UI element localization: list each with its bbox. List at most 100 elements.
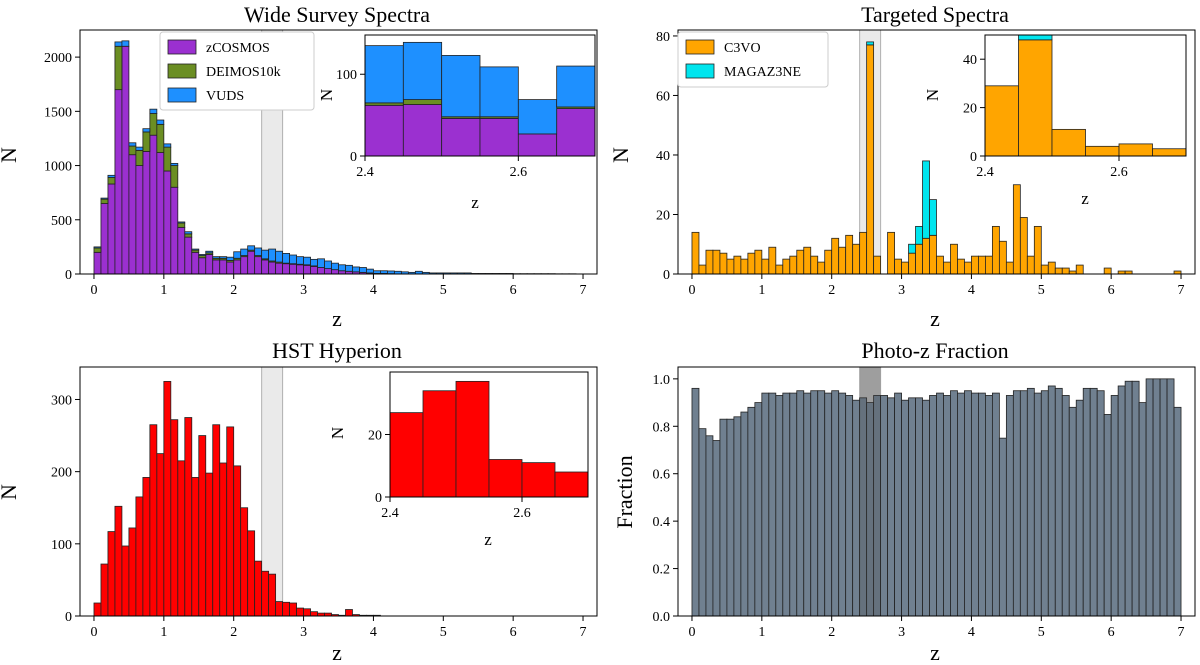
bar-hst-1 bbox=[422, 390, 457, 498]
bar-c3vo-55 bbox=[1075, 264, 1084, 275]
bar-c3vo-14 bbox=[789, 255, 798, 275]
bar-vuds-10 bbox=[163, 143, 172, 148]
y-tick-label: 80 bbox=[656, 30, 670, 45]
y-tick-label: 20 bbox=[368, 429, 382, 444]
bar-photo-z-fraction-11 bbox=[768, 392, 777, 617]
bar-c3vo-26 bbox=[873, 255, 882, 275]
y-tick-label: 0 bbox=[970, 150, 977, 165]
panel-title-hst: HST Hyperion bbox=[272, 338, 402, 363]
ylabel-targeted: N bbox=[608, 147, 633, 163]
inset-xlabel-targeted: z bbox=[1081, 189, 1089, 208]
bar-photo-z-fraction-19 bbox=[824, 392, 833, 617]
bar-c3vo-2 bbox=[1051, 128, 1086, 157]
bar-zcosmos-6 bbox=[135, 165, 144, 275]
y-tick-label: 40 bbox=[656, 149, 670, 164]
panel-title-wide: Wide Survey Spectra bbox=[244, 2, 430, 27]
bar-c3vo-48 bbox=[1026, 255, 1035, 275]
bar-photo-z-fraction-18 bbox=[817, 390, 826, 617]
bar-c3vo-38 bbox=[957, 258, 965, 275]
bar-photo-z-fraction-64 bbox=[1138, 402, 1147, 617]
x-tick-label: 2 bbox=[230, 625, 237, 640]
y-tick-label: 0.2 bbox=[653, 563, 671, 578]
x-tick-label: 7 bbox=[580, 625, 587, 640]
bar-photo-z-fraction-30 bbox=[901, 399, 909, 617]
y-tick-label: 20 bbox=[656, 208, 670, 223]
x-tick-label: 2.6 bbox=[513, 506, 531, 521]
bar-photo-z-fraction-28 bbox=[887, 397, 895, 617]
legend-label-deimos10k: DEIMOS10k bbox=[206, 65, 281, 80]
bar-magaz3ne-32 bbox=[915, 225, 923, 245]
inset-frame bbox=[984, 34, 1187, 157]
bar-photo-z-fraction-7 bbox=[740, 411, 749, 617]
y-tick-label: 100 bbox=[51, 538, 72, 553]
legend-wide: zCOSMOS DEIMOS10k VUDS bbox=[159, 31, 315, 111]
bar-photo-z-fraction-16 bbox=[803, 392, 812, 617]
bar-photo-z-fraction-51 bbox=[1047, 385, 1056, 617]
bar-c3vo-6 bbox=[733, 255, 742, 275]
bar-vuds-4 bbox=[121, 40, 130, 47]
bar-photo-z-fraction-27 bbox=[880, 395, 888, 617]
bar-photo-z-fraction-14 bbox=[789, 392, 798, 617]
bar-vuds-39 bbox=[366, 268, 374, 274]
bar-hst-36 bbox=[345, 609, 353, 617]
bar-zcosmos-18 bbox=[219, 259, 228, 275]
bar-photo-z-fraction-35 bbox=[936, 392, 944, 617]
bar-c3vo-47 bbox=[1019, 217, 1028, 275]
bar-hst-12 bbox=[177, 460, 186, 617]
bar-vuds-1 bbox=[100, 197, 109, 200]
legend-targeted: C3VO MAGAZ3NE bbox=[677, 31, 829, 88]
x-tick-label: 7 bbox=[580, 283, 587, 298]
bar-hst-3 bbox=[488, 459, 523, 498]
bar-photo-z-fraction-66 bbox=[1152, 378, 1161, 617]
bar-hst-17 bbox=[212, 424, 221, 617]
bar-hst-4 bbox=[521, 462, 556, 498]
bar-hst-20 bbox=[233, 465, 242, 617]
y-tick-label: 0.4 bbox=[653, 515, 671, 530]
bar-vuds-17 bbox=[212, 256, 221, 259]
bar-hst-7 bbox=[142, 477, 151, 617]
bar-magaz3ne-31 bbox=[908, 243, 916, 254]
x-tick-label: 3 bbox=[300, 625, 307, 640]
bar-vuds-11 bbox=[170, 162, 179, 166]
bar-c3vo-50 bbox=[1040, 264, 1049, 275]
y-tick-label: 300 bbox=[51, 393, 72, 408]
bar-vuds-8 bbox=[149, 108, 158, 114]
bar-zcosmos-15 bbox=[198, 257, 207, 275]
bar-photo-z-fraction-68 bbox=[1166, 378, 1175, 617]
bar-deimos10k-11 bbox=[170, 165, 179, 188]
bar-photo-z-fraction-49 bbox=[1033, 392, 1042, 617]
bar-c3vo-7 bbox=[740, 258, 749, 275]
bar-zcosmos-14 bbox=[191, 251, 200, 275]
bar-c3vo-53 bbox=[1061, 267, 1070, 275]
bar-photo-z-fraction-52 bbox=[1054, 387, 1063, 617]
legend-swatch-zcosmos bbox=[167, 39, 197, 55]
bar-deimos10k-7 bbox=[142, 131, 151, 152]
bar-photo-z-fraction-40 bbox=[971, 392, 979, 617]
panel-title-photoz: Photo-z Fraction bbox=[861, 338, 1008, 363]
x-tick-label: 1 bbox=[160, 625, 167, 640]
bar-hst-22 bbox=[247, 530, 256, 617]
bar-vuds-37 bbox=[352, 266, 360, 273]
bar-hst-10 bbox=[163, 381, 172, 617]
bar-zcosmos-29 bbox=[296, 264, 304, 275]
legend-label-magaz3ne: MAGAZ3NE bbox=[724, 65, 801, 80]
bar-photo-z-fraction-61 bbox=[1117, 385, 1126, 617]
bar-c3vo-0 bbox=[984, 85, 1019, 157]
inset-targeted: 2.4 2.6 0 20 40 bbox=[963, 34, 1187, 180]
bar-photo-z-fraction-21 bbox=[838, 392, 847, 617]
bar-zcosmos-17 bbox=[212, 259, 221, 275]
bar-photo-z-fraction-29 bbox=[894, 392, 902, 617]
bar-c3vo-36 bbox=[943, 261, 951, 275]
x-tick-label: 5 bbox=[440, 625, 447, 640]
bar-photo-z-fraction-17 bbox=[810, 390, 819, 617]
legend-swatch-c3vo bbox=[685, 39, 715, 55]
bar-hst-24 bbox=[261, 570, 270, 617]
bar-c3vo-9 bbox=[754, 249, 763, 275]
bar-zcosmos-0 bbox=[364, 104, 404, 157]
y-tick-label: 60 bbox=[656, 89, 670, 104]
bar-magaz3ne-34 bbox=[929, 199, 937, 236]
bar-photo-z-fraction-20 bbox=[831, 390, 840, 617]
bar-c3vo-1 bbox=[698, 264, 707, 275]
bar-hst-15 bbox=[198, 435, 207, 617]
bar-zcosmos-12 bbox=[177, 226, 186, 275]
